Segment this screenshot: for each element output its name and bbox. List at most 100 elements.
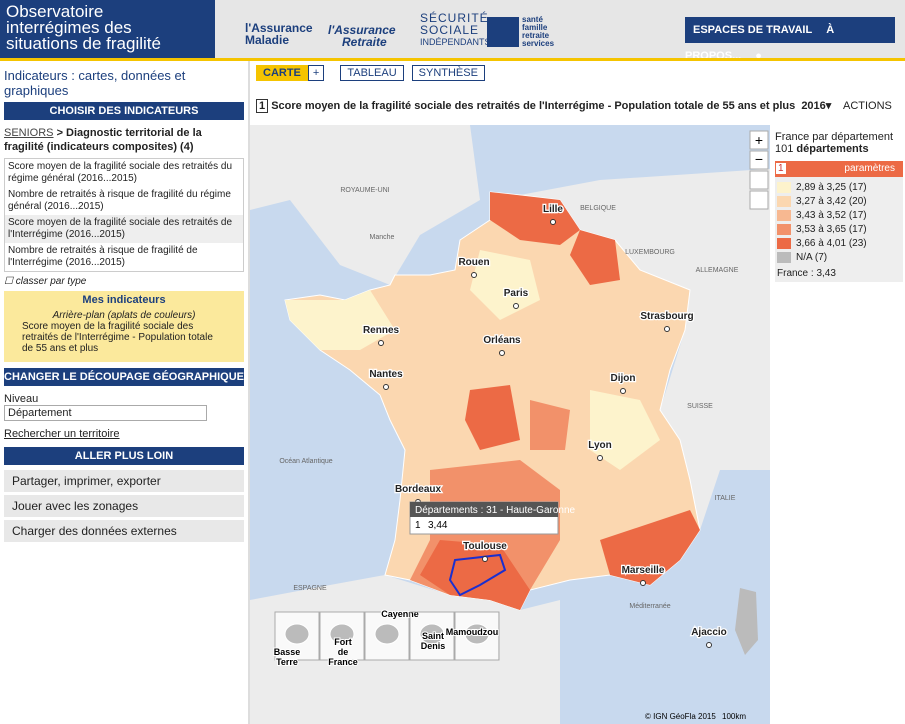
city-dot: [513, 303, 519, 309]
accordion[interactable]: Partager, imprimer, exporter: [4, 470, 244, 492]
accordion[interactable]: Charger des données externes: [4, 520, 244, 542]
section-bar: ALLER PLUS LOIN: [4, 447, 244, 465]
city-label: Dijon: [611, 373, 636, 384]
header: Observatoire interrégimes des situations d…: [0, 0, 905, 62]
tooltip-head: [410, 502, 558, 517]
divider: [248, 61, 250, 724]
insets: Basse Terre Fort de France Cayenne Saint DenisM…: [273, 608, 500, 668]
place-label: ESPAGNE: [293, 585, 327, 592]
swatch: [777, 251, 791, 263]
inset-label: Mamoudzou: [446, 627, 499, 637]
tab[interactable]: CARTE: [256, 65, 308, 81]
user-icon[interactable]: ●: [755, 50, 762, 62]
logo-text: retraite: [522, 31, 550, 40]
place-label: BELGIQUE: [580, 205, 616, 212]
city-dot: [640, 580, 646, 586]
inset-label: Basse Terre: [274, 647, 301, 667]
class-label: 3,43 à 3,52 (17): [796, 209, 867, 221]
map-num: 1: [256, 99, 269, 113]
logo-text: SOCIALE: [420, 23, 480, 37]
actions[interactable]: ACTIONS: [843, 100, 892, 112]
fullscreen[interactable]: [749, 190, 769, 210]
tab[interactable]: TABLEAU: [340, 65, 404, 81]
zoom-in[interactable]: [749, 130, 769, 150]
map-title: 1 Score moyen de la fragilité sociale de…: [256, 99, 831, 113]
swatch: [777, 209, 791, 221]
city-label: Orléans: [483, 335, 521, 346]
tooltip-title: Départements : 31 - Haute-Garonne: [415, 505, 576, 516]
inset-box: [409, 611, 455, 661]
legend-row: 2,89 à 3,25 (17): [777, 180, 901, 194]
city-dot: [383, 384, 389, 390]
search-link[interactable]: Rechercher un territoire: [4, 428, 120, 440]
region: [285, 290, 395, 350]
place-label: ROYAUME-UNI: [340, 187, 389, 194]
legend-scope: France par département: [775, 131, 894, 143]
inset-box: [274, 611, 320, 661]
legend-row: 3,43 à 3,52 (17): [777, 208, 901, 222]
class-label: 3,66 à 4,01 (23): [796, 237, 867, 249]
nav-link[interactable]: ESPACES DE TRAVAIL: [693, 24, 813, 36]
legend-row: 3,53 à 3,65 (17): [777, 222, 901, 236]
region: [470, 250, 540, 320]
inset-shape: [329, 623, 355, 645]
legend-row: 3,27 à 3,42 (20): [777, 194, 901, 208]
level-row: Niveau Département: [4, 393, 244, 421]
logo-msa: [487, 17, 519, 47]
region: [465, 385, 520, 450]
icon: −: [755, 151, 763, 167]
indicator[interactable]: Score moyen de la fragilité sociale des …: [8, 161, 233, 184]
class-label: 3,53 à 3,65 (17): [796, 223, 867, 235]
place-label: SUISSE: [687, 403, 713, 410]
section-bar: CHOISIR DES INDICATEURS: [4, 102, 244, 120]
city-dot: [620, 388, 626, 394]
legend-count: 101: [775, 143, 794, 155]
city-label: Ajaccio: [691, 627, 727, 638]
tab[interactable]: +: [307, 65, 325, 81]
class-label: 3,27 à 3,42 (20): [796, 195, 867, 207]
place-label: ITALIE: [715, 495, 736, 502]
indicator[interactable]: Score moyen de la fragilité sociale des …: [5, 215, 243, 243]
tooltip-value: 3,44: [428, 520, 448, 531]
city-label: Bordeaux: [395, 484, 442, 495]
swatch: [777, 237, 791, 249]
city-label: Marseille: [622, 565, 665, 576]
tab[interactable]: SYNTHÈSE: [411, 65, 485, 81]
tabs: CARTE + TABLEAU SYNTHÈSE: [256, 65, 493, 81]
legend-classes: 2,89 à 3,25 (17) 3,27 à 3,42 (20) 3,43 à 3…: [775, 177, 903, 282]
place-label: Océan Atlantique: [279, 458, 332, 465]
year-select[interactable]: 2016: [801, 100, 826, 112]
inset-label: Fort de France: [328, 637, 358, 667]
sidebar-heading: Indicateurs : cartes, données et graphiq…: [4, 68, 186, 98]
search[interactable]: [749, 170, 769, 190]
city-label: Nantes: [369, 369, 403, 380]
place-label: Méditerranée: [629, 603, 670, 610]
indicator[interactable]: Nombre de retraités à risque de fragilit…: [8, 245, 198, 268]
level-select[interactable]: Département: [4, 405, 207, 421]
region: [590, 390, 660, 470]
logo-retraite: l'Assurance Retraite: [328, 24, 396, 48]
breadcrumb-link[interactable]: SENIORS: [4, 127, 54, 139]
title-line: interrégimes des: [6, 18, 132, 37]
legend-france: France : 3,43: [777, 268, 836, 279]
zoom-out[interactable]: [749, 150, 769, 170]
selected-department[interactable]: [448, 553, 507, 597]
title-line: situations de fragilité: [6, 34, 161, 53]
city-dot: [471, 272, 477, 278]
city-label: Paris: [504, 288, 529, 299]
nav: ESPACES DE TRAVAIL À PROPOS... ●: [685, 17, 895, 62]
tooltip-num: 1: [415, 520, 421, 531]
neighbors: [520, 168, 770, 530]
title-line: Observatoire: [6, 2, 104, 21]
indicator[interactable]: Nombre de retraités à risque de fragilit…: [8, 189, 231, 212]
logo-text: l'Assurance: [245, 21, 313, 35]
place-label: ALLEMAGNE: [696, 267, 739, 274]
uk: [250, 125, 480, 285]
map: Lille Rouen Paris Rennes Strasbourg Orléans Na…: [250, 125, 770, 724]
params[interactable]: paramètres: [844, 163, 895, 174]
panel-title: Mes indicateurs: [82, 294, 166, 306]
city-dot: [378, 340, 384, 346]
classify[interactable]: ☐ classer par type: [4, 276, 87, 287]
accordion[interactable]: Jouer avec les zonages: [4, 495, 244, 517]
